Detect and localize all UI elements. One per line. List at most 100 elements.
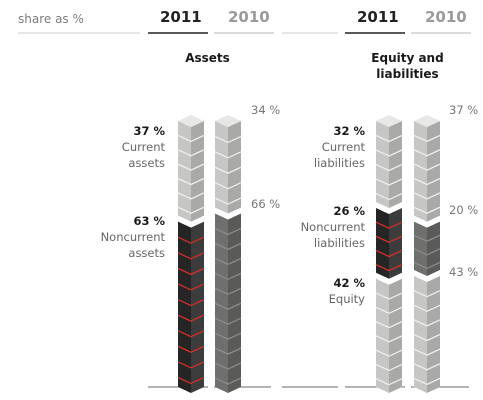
eq-2010-noncurrent-side — [427, 221, 440, 277]
assets-2010-current-block-line — [214, 166, 242, 174]
assets-2011-noncurrent-line2: assets — [128, 246, 165, 260]
eq-2011-equity-block-line — [375, 306, 403, 315]
eq-2011-noncurrent-block-line — [375, 249, 403, 258]
eq-2010-current-side — [427, 121, 440, 222]
eq-2011-equity-bar — [376, 278, 389, 393]
assets-2011-current-bar — [178, 121, 191, 222]
eq-2011-equity-block-line — [375, 378, 403, 386]
eq-2010-equity-side — [427, 276, 440, 393]
assets-2011-current-line1: Current — [121, 140, 165, 154]
assets-2011-noncurrent-block-line — [177, 298, 205, 307]
assets-2011-top-cap — [178, 115, 204, 127]
eq-2010-current-block-line — [413, 134, 441, 143]
assets-2010-noncurrent-bar — [215, 213, 228, 393]
assets-2010-noncurrent-block-line — [214, 287, 242, 295]
eq-2010-equity-block-line — [413, 333, 441, 342]
eq-2010-current-block-line — [413, 177, 441, 186]
assets-2010-noncurrent-block-line — [214, 227, 242, 236]
eq-2011-noncurrent-label: 26 % Noncurrent liabilities — [301, 203, 365, 251]
eq-2011-current-bar — [376, 121, 389, 209]
eq-2010-equity-value: 43 % — [449, 265, 479, 279]
eq-2011-noncurrent-bar — [376, 208, 389, 279]
eq-2010-equity-block-line — [413, 363, 441, 371]
assets-2011-noncurrent-block-line — [177, 314, 205, 322]
eq-2010-current-block-line — [413, 192, 441, 200]
eq-2011-equity-value: 42 % — [333, 276, 365, 290]
assets-2011-noncurrent-block-line — [177, 330, 205, 338]
eq-2011-noncurrent-value: 26 % — [333, 204, 365, 218]
year-2011-equity: 2011 — [357, 8, 399, 26]
eq-2011-current-block-line — [375, 192, 403, 201]
eq-2010-top-cap — [414, 115, 440, 127]
eq-2010-equity-block-line — [413, 319, 441, 327]
eq-2011-current-label: 32 % Current liabilities — [314, 123, 365, 171]
assets-2011-current-block-line — [177, 206, 205, 214]
eq-2011-noncurrent-block-line — [375, 221, 403, 229]
assets-2010-noncurrent-block-line — [214, 347, 242, 355]
eq-2011-equity-side — [389, 278, 402, 393]
assets-2011-current-label: 37 % Current assets — [122, 123, 165, 171]
eq-2010-current-block-line — [413, 206, 441, 214]
assets-2011-current-block-line — [177, 163, 205, 171]
eq-2010-noncurrent-value: 20 % — [449, 203, 479, 217]
assets-2010-current-block-line — [214, 135, 242, 144]
assets-2010-noncurrent-block-line — [214, 362, 242, 370]
assets-2011-current-block-line — [177, 177, 205, 186]
assets-2010-current-bar — [215, 121, 228, 214]
assets-2010-noncurrent-block-line — [214, 302, 242, 310]
assets-2010-noncurrent-block-line — [214, 257, 242, 266]
assets-2010-current-block-line — [214, 197, 242, 205]
eq-2010-equity-block-line — [413, 348, 441, 356]
assets-2011-noncurrent-block-line — [177, 345, 205, 353]
eq-2011-current-line1: Current — [321, 140, 365, 154]
year-2010-assets: 2010 — [228, 8, 270, 26]
eq-2010-equity-block-line — [413, 377, 441, 386]
eq-2011-equity-line1: Equity — [328, 292, 365, 306]
eq-2010-current-bar — [414, 121, 427, 222]
eq-2010-noncurrent-block-line — [413, 234, 441, 242]
assets-2011-noncurrent-block-line — [177, 236, 205, 244]
assets-2010-noncurrent-block-line — [214, 242, 242, 251]
assets-2010-noncurrent-block-line — [214, 377, 242, 385]
assets-2010-current-block-line — [214, 182, 242, 190]
eq-2011-equity-block-line — [375, 349, 403, 357]
eq-2010-current-value: 37 % — [449, 103, 479, 117]
eq-2011-equity-block-line — [375, 335, 403, 343]
eq-2011-current-block-line — [375, 149, 403, 157]
assets-2010-top-cap — [215, 115, 241, 127]
assets-2011-current-block-line — [177, 134, 205, 143]
eq-2011-noncurrent-side — [389, 208, 402, 279]
eq-2011-current-block-line — [375, 134, 403, 143]
assets-2011-current-line2: assets — [128, 156, 165, 170]
assets-2010-current-side — [228, 121, 241, 214]
assets-2010-noncurrent-block-line — [214, 317, 242, 325]
eq-2010-current-block-line — [413, 149, 441, 157]
assets-2010-current-block-line — [214, 151, 242, 159]
eq-2011-current-side — [389, 121, 402, 209]
eq-2010-noncurrent-bar — [414, 221, 427, 277]
assets-2011-current-value: 37 % — [133, 124, 165, 138]
eq-2011-current-block-line — [375, 163, 403, 172]
assets-2010-noncurrent-side — [228, 213, 241, 393]
eq-2010-noncurrent-block-line — [413, 248, 441, 256]
assets-2010-current-value: 34 % — [251, 103, 281, 117]
assets-2011-noncurrent-block-line — [177, 361, 205, 369]
assets-2011-noncurrent-label: 63 % Noncurrent assets — [101, 213, 165, 261]
share-label: share as % — [18, 12, 84, 26]
equity-title-line1: Equity and — [371, 51, 444, 65]
eq-2011-noncurrent-block-line — [375, 264, 403, 272]
eq-2011-equity-label: 42 % Equity — [329, 275, 365, 307]
assets-2010-noncurrent-block-line — [214, 272, 242, 281]
assets-2011-noncurrent-block-line — [177, 376, 205, 385]
eq-2010-current-block-line — [413, 163, 441, 171]
assets-2011-current-block-line — [177, 149, 205, 157]
eq-2010-noncurrent-block-line — [413, 261, 441, 270]
assets-2011-noncurrent-block-line — [177, 283, 205, 291]
eq-2011-current-block-line — [375, 178, 403, 186]
eq-2011-noncurrent-block-line — [375, 235, 403, 244]
year-2011-assets: 2011 — [160, 8, 202, 26]
eq-2011-equity-block-line — [375, 292, 403, 300]
eq-2011-current-line2: liabilities — [313, 156, 365, 170]
